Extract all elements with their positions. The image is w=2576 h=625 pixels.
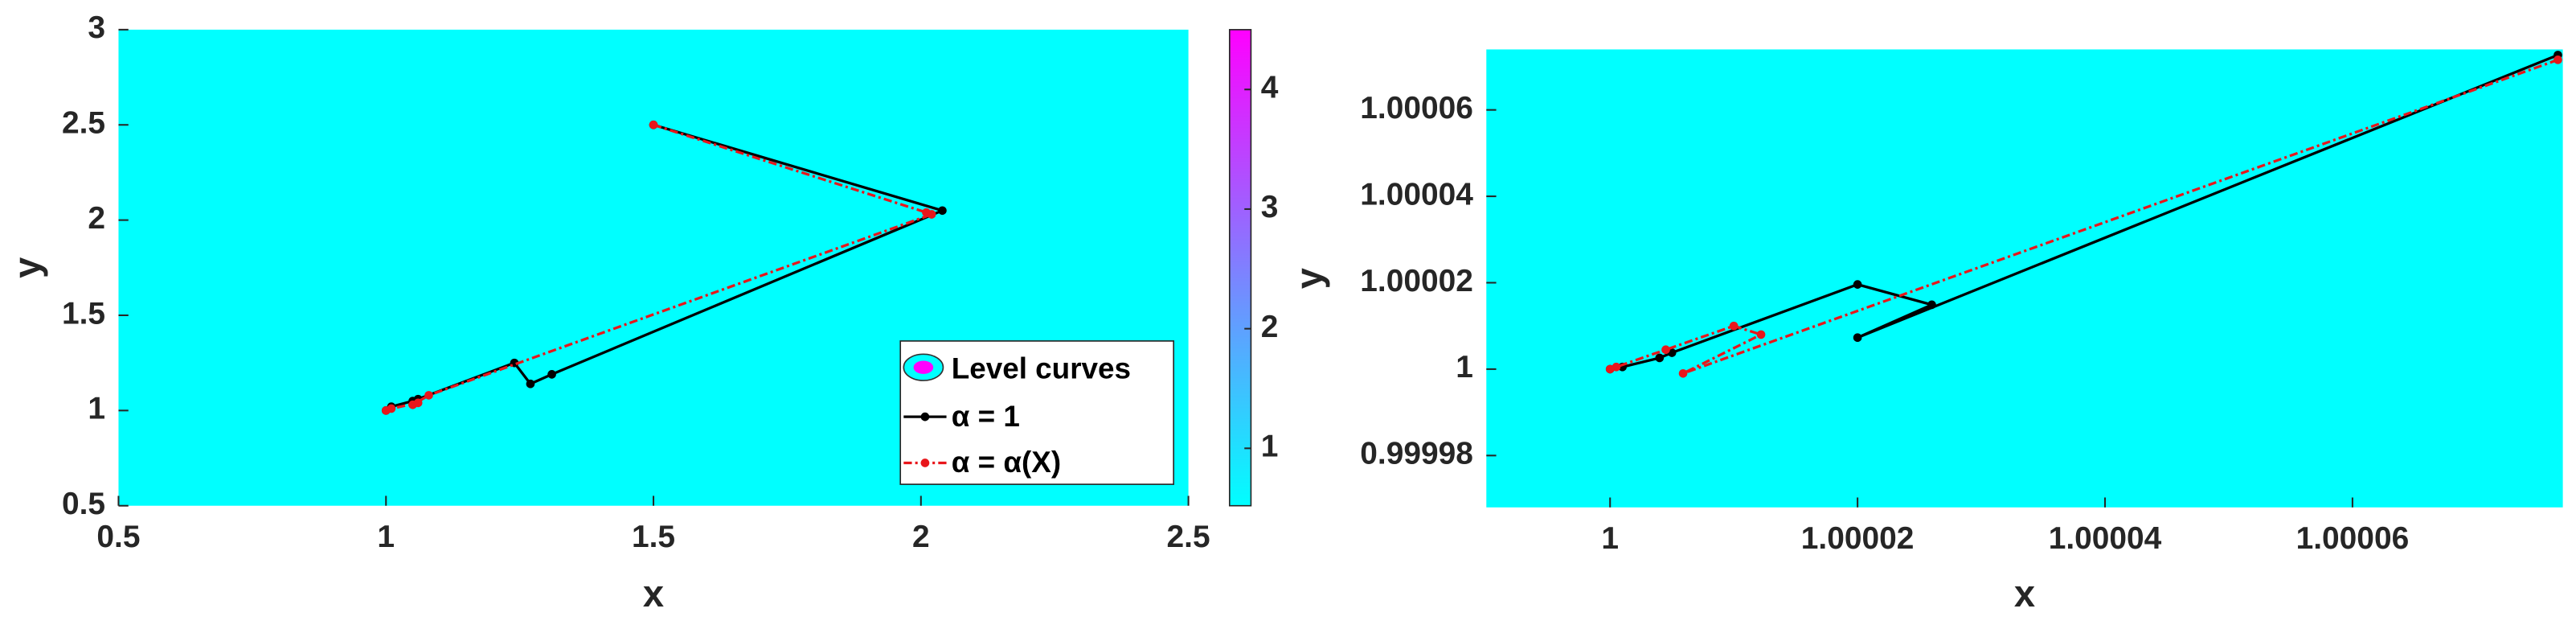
point-marker <box>381 406 391 415</box>
point-marker <box>424 391 433 400</box>
colorbar-tick-label: 2 <box>1261 310 1279 344</box>
point-marker <box>1678 368 1688 378</box>
series-line <box>1609 53 2559 371</box>
point-marker <box>1605 364 1615 374</box>
y-tick-label: 0.99998 <box>1360 437 1473 471</box>
y-tick-label: 2.5 <box>62 106 105 141</box>
y-tick-label: 1.00006 <box>1360 91 1473 125</box>
x-tick-label: 2 <box>912 520 930 554</box>
y-tick-label: 1 <box>88 392 105 426</box>
legend-marker <box>920 458 930 467</box>
point-marker <box>547 370 556 379</box>
x-axis-label: x <box>643 572 664 615</box>
y-axis-label: y <box>5 257 47 278</box>
x-axis-label: x <box>2014 572 2035 615</box>
colorbar <box>1228 29 1252 507</box>
x-tick-label: 1.00004 <box>2049 521 2162 556</box>
colorbar-tick-label: 4 <box>1261 71 1279 105</box>
x-tick-label: 2.5 <box>1167 520 1210 554</box>
y-tick-label: 1 <box>1456 350 1473 384</box>
point-marker <box>1853 280 1862 289</box>
y-tick-label: 1.5 <box>62 296 105 331</box>
y-tick-label: 1.00002 <box>1360 264 1473 298</box>
point-marker <box>413 398 423 408</box>
y-axis-label: y <box>1288 268 1330 289</box>
x-tick-label: 1.00006 <box>2296 521 2410 556</box>
x-tick-label: 1.00002 <box>1801 521 1915 556</box>
point-marker <box>526 379 535 389</box>
legend-label: α = α(X) <box>952 446 1061 479</box>
y-tick-label: 3 <box>88 10 105 45</box>
colorbar-tick-label: 1 <box>1261 430 1279 464</box>
x-tick-label: 1 <box>377 520 395 554</box>
legend-label: α = 1 <box>952 400 1020 433</box>
colorbar-tick-label: 3 <box>1261 190 1279 224</box>
legend-icon <box>913 360 934 374</box>
y-tick-label: 0.5 <box>62 487 105 521</box>
point-marker <box>1853 333 1862 343</box>
point-marker <box>2553 56 2562 64</box>
x-tick-label: 0.5 <box>96 520 140 554</box>
plot-lines <box>381 120 947 415</box>
point-marker <box>1729 321 1738 331</box>
legend-marker <box>920 412 930 421</box>
point-marker <box>927 210 936 219</box>
y-tick-label: 1.00004 <box>1360 177 1473 212</box>
x-tick-label: 1 <box>1601 521 1619 556</box>
point-marker <box>1927 300 1936 310</box>
point-marker <box>1756 330 1766 339</box>
point-marker <box>649 120 658 130</box>
y-tick-label: 2 <box>88 201 105 236</box>
legend-box <box>899 340 1174 485</box>
plot-lines <box>1605 51 2562 378</box>
legend-label: Level curves <box>952 352 1131 385</box>
point-marker <box>1661 345 1670 355</box>
point-marker <box>938 206 947 216</box>
point-marker <box>1655 353 1665 363</box>
x-tick-label: 1.5 <box>632 520 675 554</box>
